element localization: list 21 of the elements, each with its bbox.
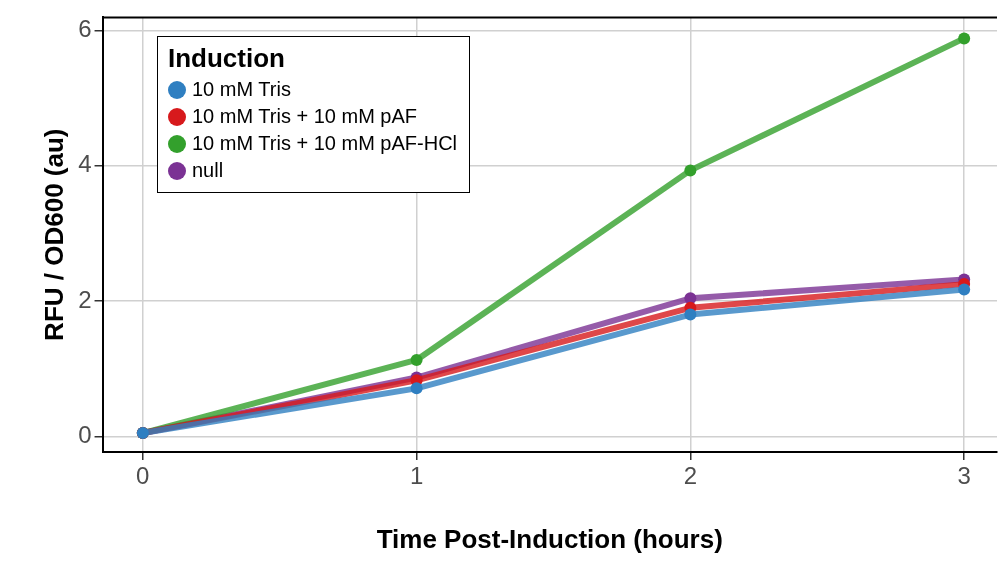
point xyxy=(410,353,423,366)
point xyxy=(684,308,697,321)
point xyxy=(684,164,697,177)
point xyxy=(958,32,971,45)
y-tick-label: 0 xyxy=(78,421,92,449)
x-tick-label: 3 xyxy=(957,462,971,490)
x-axis-title: Time Post-Induction (hours) xyxy=(376,523,723,554)
y-tick-label: 6 xyxy=(78,14,92,42)
legend-title: Induction xyxy=(168,43,286,74)
legend-label: 10 mM Tris + 10 mM pAF-HCl xyxy=(192,131,458,156)
point xyxy=(410,382,423,395)
y-tick-label: 2 xyxy=(78,285,92,313)
x-tick-label: 1 xyxy=(409,462,424,490)
point xyxy=(958,283,971,296)
x-tick-label: 2 xyxy=(683,462,698,490)
legend-label: 10 mM Tris + 10 mM pAF xyxy=(192,104,418,129)
x-tick-label: 0 xyxy=(136,462,150,490)
legend-label: null xyxy=(192,158,224,183)
legend-label: 10 mM Tris xyxy=(192,77,291,102)
y-axis-title: RFU / OD600 (au) xyxy=(38,128,69,341)
y-tick-label: 4 xyxy=(78,150,92,178)
